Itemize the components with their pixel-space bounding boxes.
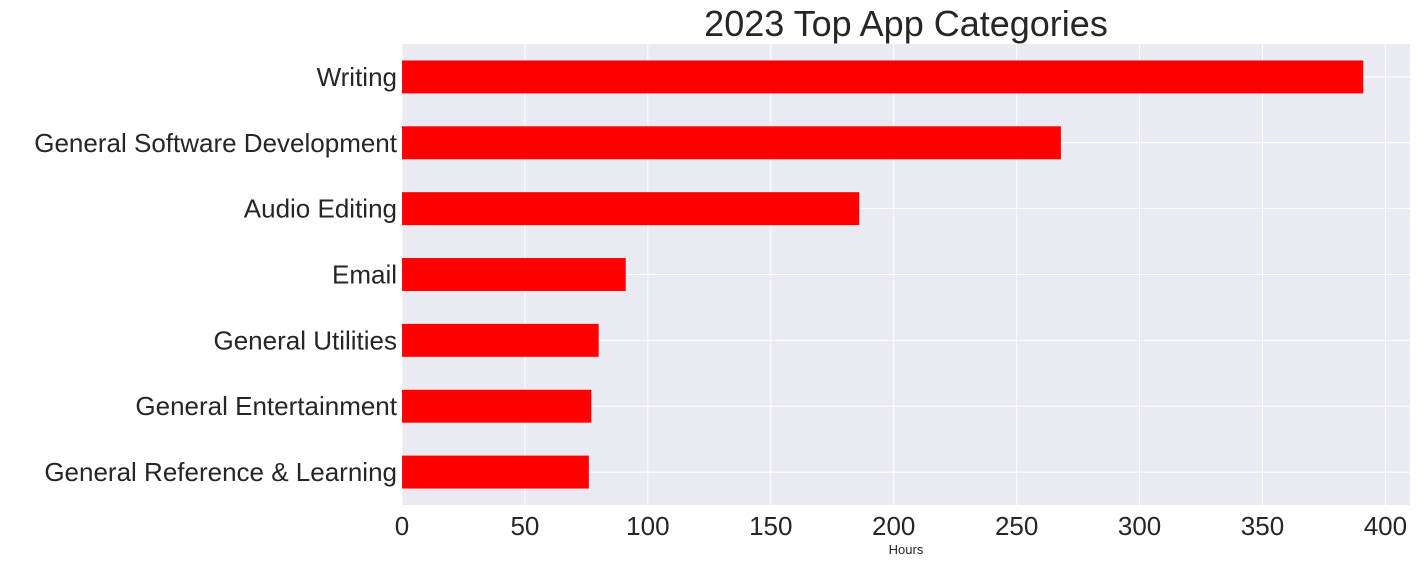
chart-title: 2023 Top App Categories [704,3,1108,44]
x-tick-label: 350 [1241,511,1284,541]
x-tick-label: 50 [510,511,539,541]
x-tick-labels: 0 50 100 150 200 250 300 350 400 [395,511,1407,541]
bar [402,323,599,357]
bar [402,60,1364,94]
bar [402,192,860,226]
category-label: General Utilities [213,325,397,355]
bar [402,258,626,291]
x-tick-label: 250 [995,511,1038,541]
x-tick-label: 200 [872,511,915,541]
x-tick-label: 300 [1118,511,1161,541]
bar [402,389,592,423]
x-tick-label: 150 [749,511,792,541]
category-label: General Reference & Learning [44,457,397,487]
x-axis-label: Hours [889,542,924,557]
x-tick-label: 100 [626,511,669,541]
category-label: Writing [317,62,397,92]
category-label: Audio Editing [244,194,397,224]
category-label: General Entertainment [135,391,397,421]
category-labels: Writing General Software Development Audio… [34,62,398,487]
bars [402,60,1364,489]
category-label: General Software Development [34,128,398,158]
x-tick-label: 400 [1364,511,1407,541]
category-label: Email [332,260,397,290]
bar [402,455,589,489]
bar [402,126,1061,160]
x-tick-label: 0 [395,511,409,541]
